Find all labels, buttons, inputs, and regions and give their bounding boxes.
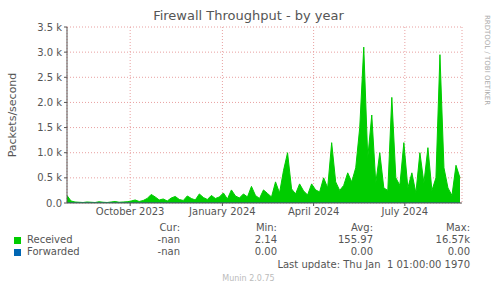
html-text:0.00: 0.00 (254, 246, 277, 257)
html-text:-nan: -nan (157, 246, 180, 257)
html-text:Forwarded: Forwarded (27, 246, 80, 257)
html-text:Received: Received (27, 234, 73, 245)
html-text:Cur:: Cur: (159, 222, 180, 233)
html-text:Min:: Min: (255, 222, 277, 233)
html-text:-nan: -nan (157, 234, 180, 245)
svg-text:1.5 k: 1.5 k (37, 122, 62, 133)
svg-text:0.0: 0.0 (46, 198, 62, 209)
html-text:Firewall Throughput - by year: Firewall Throughput - by year (153, 8, 344, 23)
html-text:2.14: 2.14 (254, 234, 277, 245)
svg-text:2.0 k: 2.0 k (37, 97, 62, 108)
svg-text:2.5 k: 2.5 k (37, 72, 62, 83)
html-text:Avg:: Avg: (351, 222, 373, 233)
html-text:Munin 2.0.75: Munin 2.0.75 (222, 274, 275, 283)
svg-text:January 2024: January 2024 (188, 206, 256, 217)
html-text:16.57k: 16.57k (435, 234, 470, 245)
html-text:0.00: 0.00 (350, 246, 373, 257)
svg-text:July 2024: July 2024 (381, 206, 429, 217)
svg-text:1.0 k: 1.0 k (37, 147, 62, 158)
html-text:155.97: 155.97 (338, 234, 373, 245)
svg-text:April 2024: April 2024 (288, 206, 339, 217)
svg-text:3.5 k: 3.5 k (37, 22, 62, 33)
html-text:0.00: 0.00 (447, 246, 470, 257)
html-text:RRDTOOL / TOBI OETIKER: RRDTOOL / TOBI OETIKER (483, 14, 491, 106)
html-text:Packets/second: Packets/second (5, 72, 19, 158)
html-text:Max:: Max: (446, 222, 470, 233)
html-text:Last update: Thu Jan 1 01:00:0: Last update: Thu Jan 1 01:00:00 1970 (277, 259, 470, 270)
svg-text:0.5 k: 0.5 k (37, 172, 62, 183)
svg-text:3.0 k: 3.0 k (37, 47, 62, 58)
svg-text:October 2023: October 2023 (96, 206, 165, 217)
